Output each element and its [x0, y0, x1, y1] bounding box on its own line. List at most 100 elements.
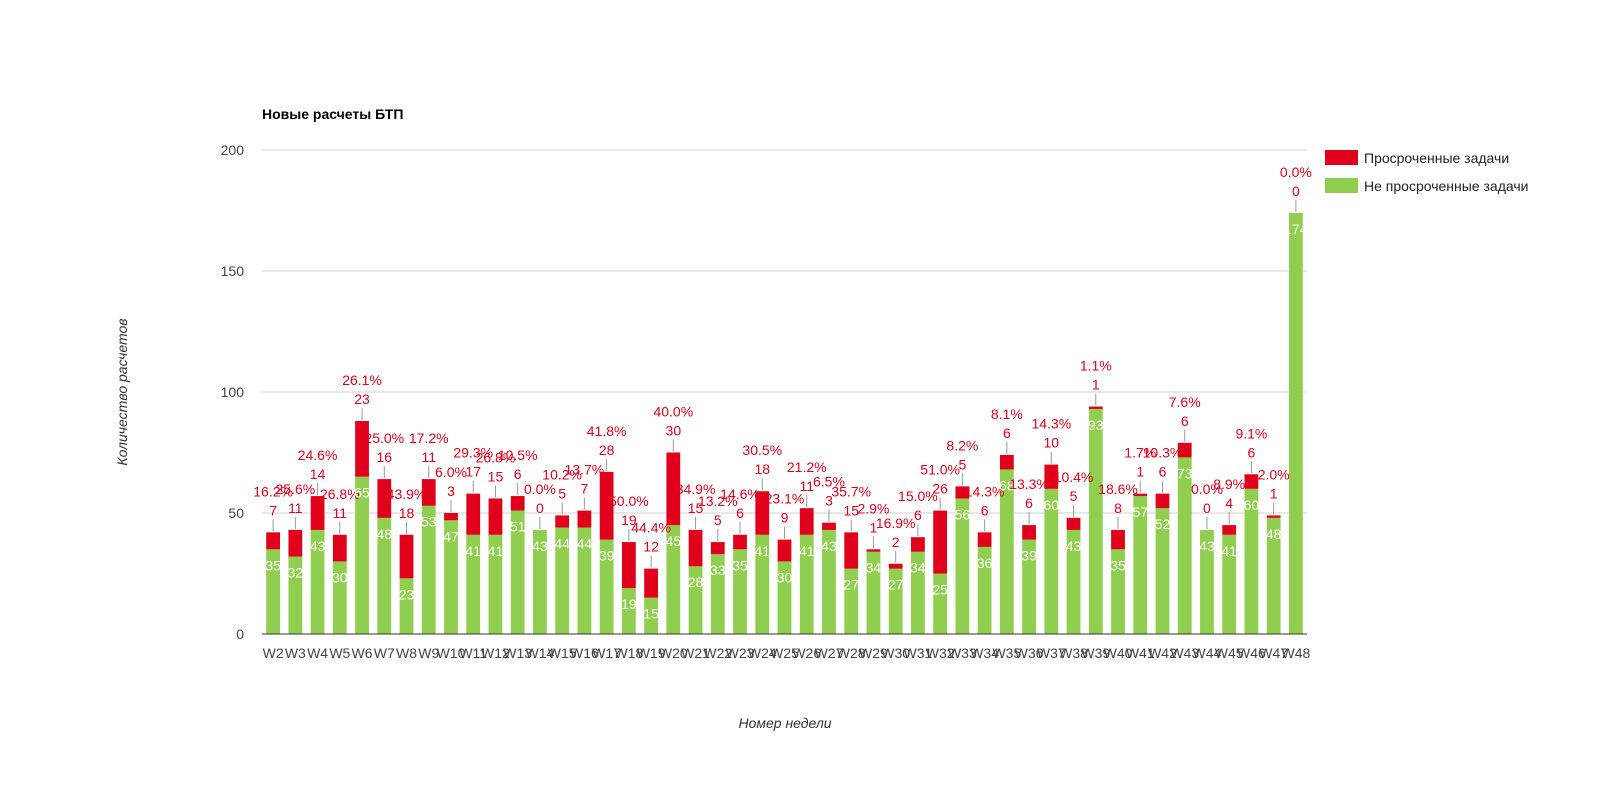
x-tick-label-W4: W4	[307, 645, 328, 661]
bar-not-overdue-W42	[1155, 508, 1170, 634]
data-label-percent-W43: 7.6%	[1169, 394, 1201, 410]
bar-not-overdue-W14	[533, 529, 547, 634]
x-tick-label-W32: W32	[926, 645, 955, 661]
data-label-percent-W11: 29.3%	[453, 445, 493, 461]
bar-overdue-W22	[710, 542, 725, 555]
data-label-percent-W45: 8.9%	[1213, 476, 1245, 492]
bar-not-overdue-W15	[555, 527, 570, 634]
data-labels: 35716.2%321125.6%431424.6%301126.8%65232…	[253, 164, 1312, 622]
bar-overdue-W32	[933, 510, 948, 574]
bar-not-overdue-W38	[1066, 529, 1081, 634]
x-tick-label-W42: W42	[1148, 645, 1177, 661]
bar-not-overdue-W6	[355, 476, 369, 634]
data-label-percent-W20: 40.0%	[653, 404, 693, 420]
bar-overdue-W40	[1111, 529, 1125, 550]
data-label-overdue-W25: 9	[781, 510, 789, 526]
chart-title: Новые расчеты БТП	[262, 106, 403, 122]
data-label-overdue-W45: 4	[1225, 495, 1233, 511]
bar-overdue-W46	[1244, 474, 1259, 489]
x-tick-label-W46: W46	[1237, 645, 1266, 661]
x-tick-label-W26: W26	[792, 645, 821, 661]
x-axis-title: Номер недели	[738, 715, 831, 731]
x-tick-label-W10: W10	[437, 645, 466, 661]
bar-not-overdue-W37	[1044, 488, 1059, 634]
data-label-percent-W10: 6.0%	[435, 464, 467, 480]
data-label-not-overdue-W20: 45	[666, 533, 682, 549]
data-label-percent-W41: 1.7%	[1124, 445, 1156, 461]
bar-overdue-W42	[1155, 493, 1170, 509]
bar-overdue-W5	[332, 534, 347, 562]
data-label-not-overdue-W10: 47	[443, 528, 459, 544]
x-tick-label-W2: W2	[263, 645, 284, 661]
data-label-overdue-W40: 8	[1114, 500, 1122, 516]
data-label-percent-W38: 10.4%	[1054, 469, 1094, 485]
data-label-percent-W28: 35.7%	[831, 483, 871, 499]
bar-not-overdue-W18	[621, 588, 636, 634]
data-label-not-overdue-W45: 41	[1221, 543, 1237, 559]
bar-not-overdue-W47	[1266, 517, 1281, 634]
data-label-overdue-W21: 15	[688, 500, 704, 516]
bar-not-overdue-W31	[911, 551, 925, 634]
data-label-not-overdue-W22: 33	[710, 562, 726, 578]
data-label-not-overdue-W7: 48	[376, 526, 392, 542]
data-label-not-overdue-W39: 93	[1088, 417, 1104, 433]
data-label-not-overdue-W13: 51	[510, 519, 526, 535]
data-label-not-overdue-W29: 34	[866, 560, 882, 576]
data-label-not-overdue-W30: 27	[888, 577, 904, 593]
x-tick-label-W14: W14	[526, 645, 555, 661]
data-label-overdue-W32: 26	[932, 481, 948, 497]
bar-not-overdue-W29	[866, 551, 881, 634]
bar-overdue-W6	[355, 421, 369, 477]
data-label-not-overdue-W38: 43	[1066, 538, 1082, 554]
data-label-percent-W14: 0.0%	[524, 481, 556, 497]
x-tick-label-W36: W36	[1015, 645, 1044, 661]
bar-not-overdue-W16	[577, 527, 592, 634]
bar-not-overdue-W11	[466, 534, 481, 634]
data-label-overdue-W16: 7	[580, 481, 588, 497]
data-label-percent-W27: 6.5%	[813, 474, 845, 490]
data-label-not-overdue-W15: 44	[554, 536, 570, 552]
data-label-not-overdue-W11: 41	[465, 543, 481, 559]
data-label-not-overdue-W41: 57	[1132, 504, 1148, 520]
data-label-percent-W17: 41.8%	[587, 423, 627, 439]
data-label-overdue-W12: 15	[488, 468, 504, 484]
data-label-overdue-W24: 18	[754, 461, 770, 477]
bar-not-overdue-W10	[444, 520, 458, 634]
data-label-overdue-W23: 6	[736, 505, 744, 521]
bar-overdue-W10	[444, 513, 458, 521]
bar-not-overdue-W44	[1200, 529, 1214, 634]
y-tick-label-0: 0	[236, 626, 244, 642]
data-label-not-overdue-W35: 68	[999, 477, 1015, 493]
bar-not-overdue-W43	[1177, 457, 1192, 634]
bar-not-overdue-W3	[288, 556, 303, 634]
bars	[266, 212, 1303, 635]
data-label-overdue-W2: 7	[269, 502, 277, 518]
x-tick-label-W8: W8	[396, 645, 417, 661]
data-label-overdue-W10: 3	[447, 483, 455, 499]
data-label-not-overdue-W17: 39	[599, 548, 615, 564]
data-label-not-overdue-W24: 41	[754, 543, 770, 559]
x-tick-label-W34: W34	[970, 645, 999, 661]
bar-overdue-W38	[1066, 517, 1081, 530]
data-label-not-overdue-W2: 35	[265, 557, 281, 573]
bar-not-overdue-W26	[799, 534, 814, 634]
x-tick-label-W45: W45	[1215, 645, 1244, 661]
data-label-not-overdue-W5: 30	[332, 569, 348, 585]
legend-label-overdue: Просроченные задачи	[1364, 150, 1509, 166]
x-tick-label-W22: W22	[703, 645, 732, 661]
y-tick-label-50: 50	[228, 505, 244, 521]
data-label-not-overdue-W25: 30	[777, 569, 793, 585]
bar-not-overdue-W24	[755, 534, 770, 634]
x-tick-label-W9: W9	[418, 645, 439, 661]
bar-overdue-W4	[310, 496, 325, 530]
bar-overdue-W41	[1133, 493, 1148, 497]
bar-overdue-W39	[1088, 406, 1103, 409]
data-label-percent-W13: 10.5%	[498, 447, 538, 463]
x-tick-label-W19: W19	[637, 645, 666, 661]
x-tick-label-W20: W20	[659, 645, 688, 661]
data-label-percent-W33: 8.2%	[946, 437, 978, 453]
data-label-not-overdue-W46: 60	[1244, 497, 1260, 513]
data-label-overdue-W31: 6	[914, 507, 922, 523]
x-tick-label-W24: W24	[748, 645, 777, 661]
